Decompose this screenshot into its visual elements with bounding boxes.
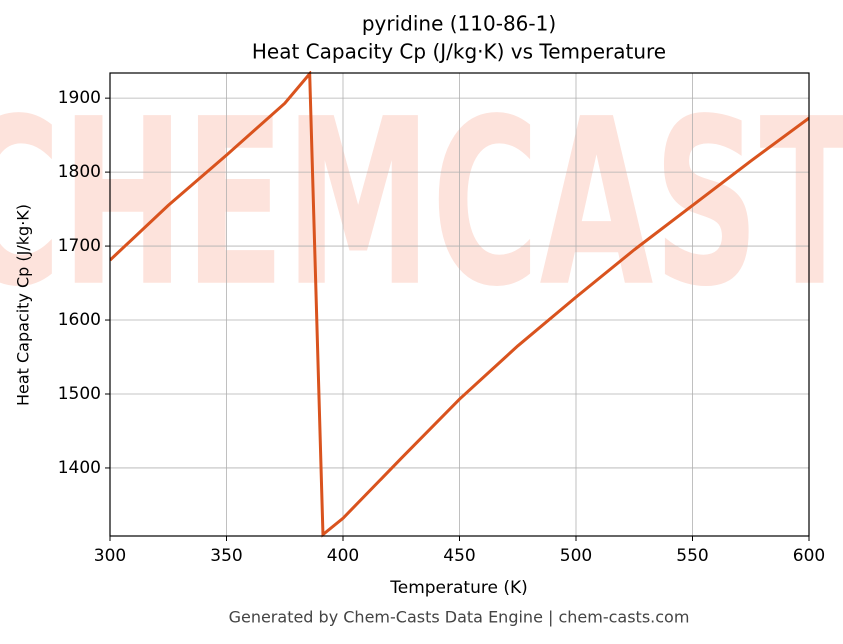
y-axis-label: Heat Capacity Cp (J/kg·K) xyxy=(14,204,33,406)
y-tick-label: 1900 xyxy=(58,88,101,108)
x-tick-label: 500 xyxy=(560,546,592,566)
x-tick-label: 400 xyxy=(327,546,359,566)
data-line xyxy=(110,71,809,538)
y-tick-label: 1800 xyxy=(58,162,101,182)
y-tick-label: 1600 xyxy=(58,310,101,330)
x-tick-label: 600 xyxy=(793,546,825,566)
chart-title: pyridine (110-86-1) xyxy=(362,12,556,36)
y-tick-label: 1400 xyxy=(58,458,101,478)
y-tick-label: 1700 xyxy=(58,236,101,256)
footer: Generated by Chem-Casts Data Engine | ch… xyxy=(229,608,690,627)
y-tick-label: 1500 xyxy=(58,384,101,404)
x-tick-label: 450 xyxy=(443,546,475,566)
chart-subtitle: Heat Capacity Cp (J/kg·K) vs Temperature xyxy=(252,40,666,64)
x-axis-label: Temperature (K) xyxy=(389,578,528,598)
plot-frame xyxy=(109,72,810,537)
x-tick-label: 550 xyxy=(676,546,708,566)
watermark: CHEMCASTS xyxy=(0,70,843,338)
x-tick-label: 300 xyxy=(94,546,126,566)
x-tick-label: 350 xyxy=(210,546,242,566)
